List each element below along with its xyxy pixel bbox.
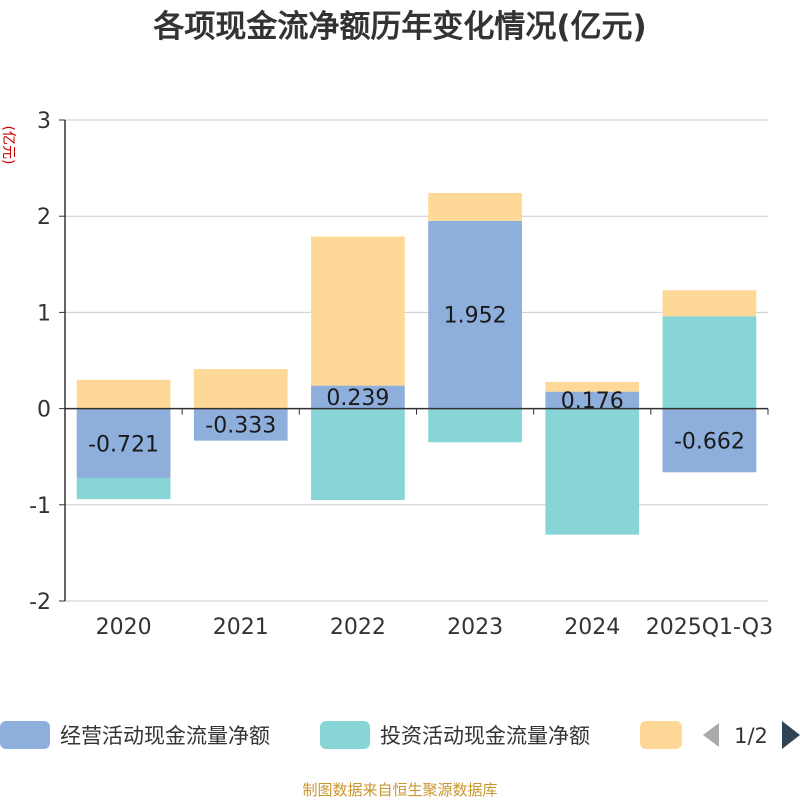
x-tick-label: 2022 [330,615,386,640]
chart-title: 各项现金流净额历年变化情况(亿元) [152,9,646,45]
bar-2020-series-2 [76,477,171,500]
bar-2024-series-2 [545,408,640,535]
legend-swatch-2 [320,721,370,749]
bar-2021-series-3 [193,369,288,409]
y-axis-label: (亿元) [0,126,16,165]
legend-label-2: 投资活动现金流量净额 [380,724,590,748]
data-label: 0.176 [561,389,624,414]
legend: 经营活动现金流量净额 投资活动现金流量净额 1/2 [0,721,800,749]
bar-2025Q1-Q3-series-1 [662,408,757,473]
legend-swatch-3 [640,721,682,749]
y-tick-label: 3 [37,109,51,134]
data-label: -0.662 [674,429,745,454]
bar-2023-series-1 [428,220,522,409]
bar-2022-series-3 [311,236,405,386]
data-label: 1.952 [444,304,507,329]
bar-2020-series-3 [76,379,171,409]
bar-2023-series-3 [428,192,522,221]
data-label: -0.721 [88,432,159,457]
y-tick-label: -1 [29,494,51,519]
bar-2020-series-1 [76,408,171,478]
x-tick-label: 2021 [213,615,269,640]
data-label: -0.333 [205,414,276,439]
bar-2025Q1-Q3-series-2 [662,316,757,409]
x-tick-label: 2023 [447,615,503,640]
source-note: 制图数据来自恒生聚源数据库 [302,781,497,799]
legend-page-indicator: 1/2 [734,724,768,748]
bar-2023-series-2 [428,408,522,443]
y-tick-label: 0 [37,398,51,423]
axes: 3 2 1 0 -1 -2 2020 2021 2022 2023 2024 2025Q1-Q3 [29,109,773,640]
x-tick-label: 2024 [564,615,620,640]
y-tick-label: -2 [29,590,51,615]
bars [76,192,757,535]
bar-2025Q1-Q3-series-3 [662,290,757,317]
bar-2024-series-3 [545,382,640,392]
x-tick-label: 2025Q1-Q3 [646,615,773,640]
bar-2022-series-2 [311,408,405,500]
legend-swatch-1 [0,721,50,749]
bar-2021-series-1 [193,408,288,441]
bar-2022-series-1 [311,385,405,409]
legend-next-icon [782,721,800,749]
data-labels: -0.721 -0.333 0.239 1.952 0.176 -0.662 [88,304,745,458]
legend-prev-icon [703,723,719,747]
data-label: 0.239 [326,386,389,411]
bar-2024-series-1 [545,391,640,409]
legend-label-1: 经营活动现金流量净额 [60,724,270,748]
y-tick-label: 2 [37,205,51,230]
x-tick-label: 2020 [96,615,152,640]
y-tick-label: 1 [37,301,51,326]
